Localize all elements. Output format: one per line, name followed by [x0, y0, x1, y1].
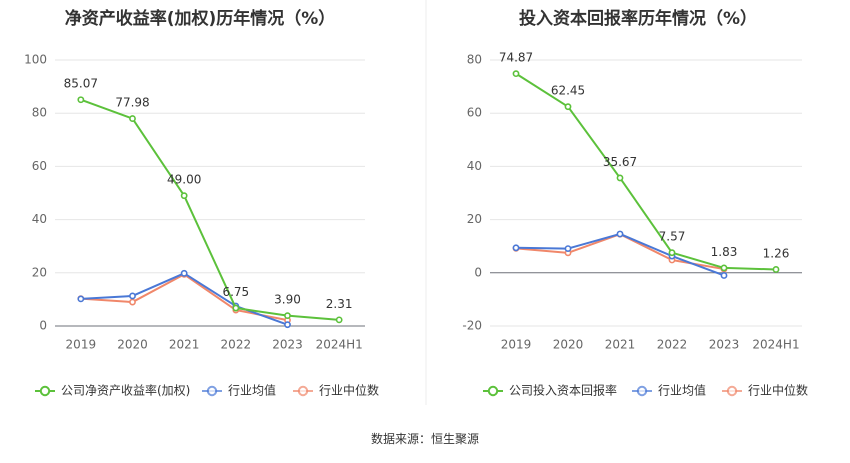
y-tick-label: 0: [39, 319, 47, 333]
x-tick-label: 2021: [169, 338, 200, 352]
data-label: 35.67: [603, 155, 637, 169]
data-point: [616, 230, 624, 238]
data-point: [180, 192, 188, 200]
data-label: 2.31: [326, 297, 353, 311]
legend-label: 行业均值: [228, 383, 276, 398]
data-point: [335, 316, 343, 324]
y-tick-label: 0: [474, 265, 482, 279]
y-tick-label: 80: [467, 53, 482, 67]
legend-item-2: 行业中位数: [293, 383, 379, 398]
x-tick-label: 2020: [117, 338, 148, 352]
data-label: 49.00: [167, 173, 201, 187]
data-point: [616, 174, 624, 182]
y-tick-label: 60: [467, 106, 482, 120]
y-tick-label: 60: [32, 159, 47, 173]
data-label: 74.87: [499, 51, 533, 65]
y-tick-label: 20: [467, 212, 482, 226]
x-tick-label: 2019: [66, 338, 97, 352]
y-tick-label: 40: [467, 159, 482, 173]
legend-swatch-marker: [636, 385, 648, 397]
data-point: [512, 70, 520, 78]
series-line-0: [80, 98, 340, 321]
y-tick-label: 80: [32, 106, 47, 120]
data-point: [129, 292, 136, 300]
x-tick-label: 2022: [221, 338, 252, 352]
x-tick-label: 2021: [605, 338, 636, 352]
legend-label: 公司投入资本回报率: [509, 383, 617, 398]
legend-item-0: 公司净资产收益率(加权): [35, 383, 190, 398]
x-tick-label: 2023: [709, 338, 740, 352]
data-label: 3.90: [274, 293, 301, 307]
legend-label: 行业中位数: [748, 383, 808, 398]
y-tick-label: 100: [24, 53, 47, 67]
y-tick-label: 20: [32, 265, 47, 279]
data-label: 77.98: [115, 96, 149, 110]
data-point: [129, 298, 136, 306]
data-label: 6.75: [222, 285, 249, 299]
legend-label: 行业均值: [658, 383, 706, 398]
roic-chart-panel: 投入资本回报率历年情况（%） -20 0 20 40 60 80 2019 2020 2021 20…: [462, 8, 808, 398]
y-tick-label: -20: [462, 319, 482, 333]
chart-title: 投入资本回报率历年情况（%）: [519, 8, 757, 29]
chart-title: 净资产收益率(加权)历年情况（%）: [65, 8, 336, 29]
data-label: 1.26: [763, 246, 790, 260]
data-label: 1.83: [711, 245, 738, 259]
data-point: [180, 269, 188, 277]
data-point: [564, 103, 572, 111]
legend-swatch-marker: [206, 385, 218, 397]
data-point: [512, 244, 520, 252]
data-point: [77, 295, 85, 303]
data-point: [772, 266, 780, 273]
data-point: [77, 96, 85, 104]
x-tick-label: 2023: [272, 338, 303, 352]
series-line-1: [515, 232, 725, 277]
data-point: [720, 272, 728, 279]
x-tick-label: 2019: [501, 338, 532, 352]
data-label: 85.07: [64, 77, 98, 91]
roe-chart-panel: 净资产收益率(加权)历年情况（%） 0 20 40 60 80 100 2019 2020 202…: [24, 8, 379, 398]
x-tick-label: 2020: [553, 338, 584, 352]
data-point: [668, 249, 676, 257]
data-point: [564, 245, 572, 252]
legend-swatch-marker: [39, 385, 51, 397]
data-point: [129, 115, 136, 122]
series-line-0: [515, 72, 777, 271]
legend-item-1: 行业均值: [632, 383, 706, 398]
legend-label: 公司净资产收益率(加权): [61, 383, 190, 398]
data-point: [232, 304, 240, 312]
x-tick-label: 2022: [657, 338, 688, 352]
legend-swatch-marker: [487, 385, 499, 397]
legend-label: 行业中位数: [319, 383, 379, 398]
data-point: [720, 264, 728, 272]
legend-item-1: 行业均值: [202, 383, 276, 398]
y-tick-label: 40: [32, 212, 47, 226]
source-note: 数据来源：恒生聚源: [371, 431, 479, 446]
legend-swatch-marker: [297, 385, 309, 397]
data-label: 7.57: [659, 230, 686, 244]
series-line-1: [80, 272, 288, 326]
x-tick-label: 2024H1: [316, 338, 363, 352]
data-label: 62.45: [551, 84, 585, 98]
data-point: [284, 312, 291, 320]
data-point: [284, 321, 291, 329]
legend-item-0: 公司投入资本回报率: [483, 383, 617, 398]
legend-swatch-marker: [726, 385, 738, 397]
x-tick-label: 2024H1: [752, 338, 799, 352]
legend-item-2: 行业中位数: [722, 383, 808, 398]
